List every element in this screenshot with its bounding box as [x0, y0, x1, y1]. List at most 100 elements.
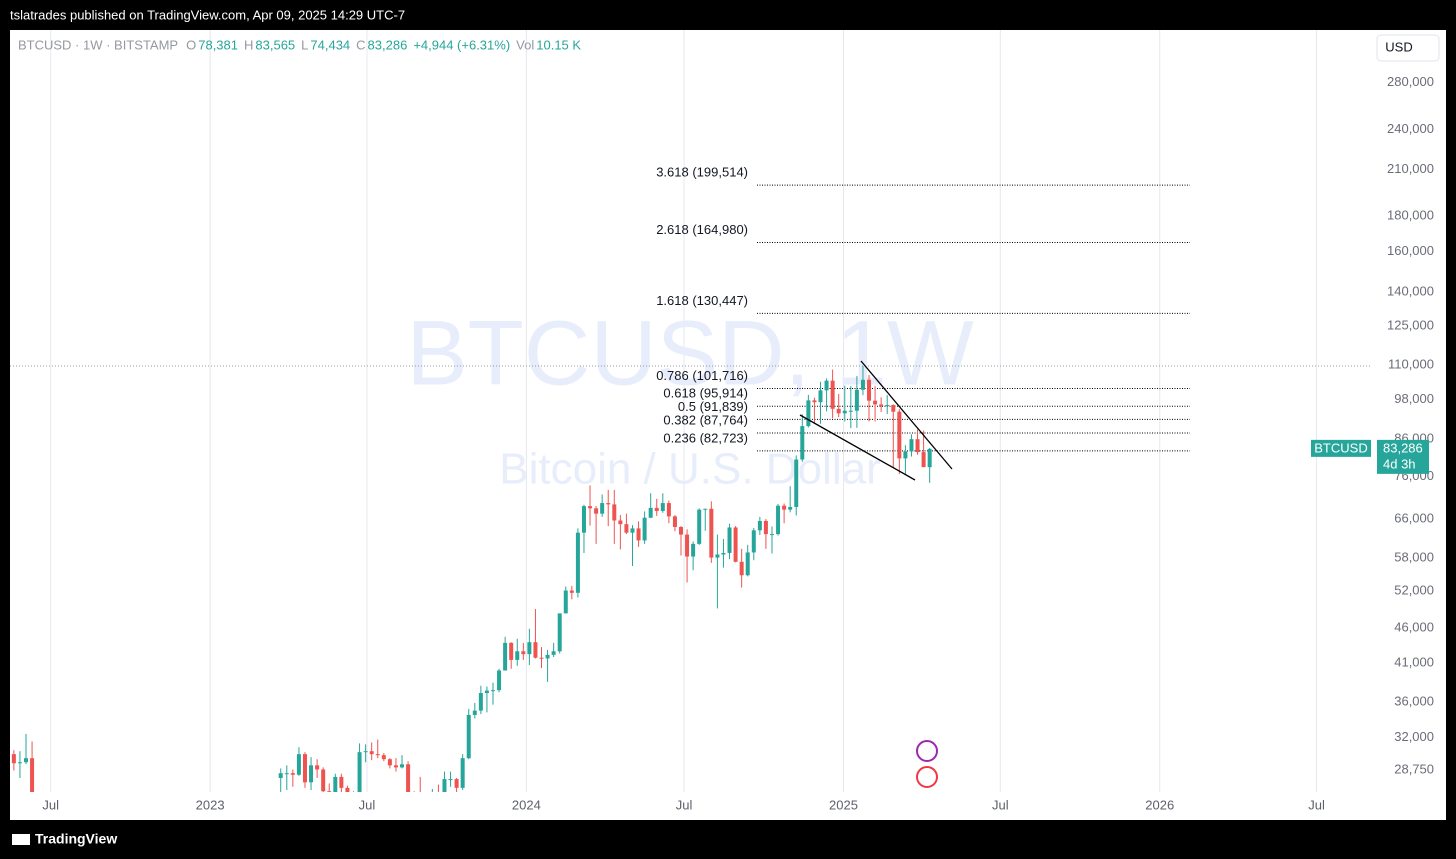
grid — [50, 30, 1318, 792]
candle-body — [806, 400, 811, 427]
candle-body — [357, 752, 362, 792]
candle-body — [867, 379, 872, 401]
candles — [11, 365, 932, 792]
legend-value: 83,565 — [255, 37, 295, 52]
watermark-description: Bitcoin / U.S. Dollar — [499, 445, 880, 494]
candle-body — [927, 448, 932, 468]
candle-body — [460, 758, 465, 788]
fib-label: 1.618 (130,447) — [656, 293, 748, 308]
candle-body — [333, 776, 338, 792]
price-tag-countdown: 4d 3h — [1383, 456, 1416, 471]
candle-body — [400, 764, 405, 768]
candle-body — [588, 506, 593, 509]
chart-area — [10, 30, 1446, 820]
candle-body — [594, 508, 599, 514]
candle-body — [315, 765, 320, 770]
candle-body — [709, 508, 714, 558]
candle-body — [636, 528, 641, 541]
candle-body — [290, 773, 295, 775]
y-tick-label: 46,000 — [1394, 620, 1434, 635]
fib-label: 0.382 (87,764) — [663, 412, 748, 427]
candle-body — [478, 693, 483, 711]
legend-title: BTCUSD · 1W · BITSTAMP — [18, 37, 178, 52]
candle-body — [442, 779, 447, 792]
candle-body — [879, 404, 884, 406]
candle-body — [769, 534, 774, 536]
legend-key: H — [244, 37, 253, 52]
candle-body — [685, 534, 690, 557]
candle-body — [369, 751, 374, 755]
candle-body — [660, 503, 665, 511]
y-tick-label: 58,000 — [1394, 550, 1434, 565]
candle-body — [302, 754, 307, 783]
candle-body — [23, 758, 28, 763]
y-tick-label: 52,000 — [1394, 583, 1434, 598]
candle-body — [581, 506, 586, 533]
footer-bar — [0, 820, 1456, 859]
candle-body — [776, 505, 781, 535]
brand-logo — [12, 834, 30, 845]
candle-body — [727, 527, 732, 553]
candle-body — [648, 507, 653, 518]
candle-body — [782, 505, 787, 510]
legend: BTCUSD · 1W · BITSTAMP O 78,381 H 83,565 L 74,… — [18, 37, 581, 52]
x-tick-label: 2025 — [829, 797, 858, 812]
legend-key: L — [301, 37, 308, 52]
y-tick-label: 180,000 — [1387, 208, 1434, 223]
trendline-lower — [799, 414, 916, 481]
candle-body — [921, 452, 926, 468]
x-tick-label: 2023 — [196, 797, 225, 812]
candle-body — [606, 503, 611, 505]
x-tick-label: Jul — [42, 797, 59, 812]
icon-events[interactable] — [916, 740, 938, 762]
candle-body — [715, 554, 720, 558]
brand: TradingView — [35, 831, 117, 847]
candle-body — [521, 651, 526, 655]
candle-body — [509, 642, 514, 660]
candle-body — [515, 651, 520, 660]
price-tag-value: 83,286 — [1383, 440, 1423, 455]
candle-body — [897, 411, 902, 459]
candle-body — [11, 754, 16, 764]
candle-body — [788, 506, 793, 510]
candle-body — [642, 517, 647, 541]
x-tick-label: Jul — [1308, 797, 1325, 812]
candle-body — [321, 769, 326, 792]
candle-body — [745, 552, 750, 576]
trendline-upper — [860, 360, 953, 470]
icon-economic[interactable] — [916, 766, 938, 788]
price-axis: 28,750 32,000 36,000 41,000 46,000 52,000 58,0… — [1311, 74, 1434, 776]
candle-body — [472, 710, 477, 715]
candle-body — [406, 764, 411, 792]
candle-body — [618, 520, 623, 525]
price-tag-symbol — [1311, 439, 1371, 457]
candle-body — [915, 439, 920, 453]
candle-body — [600, 503, 605, 514]
candle-body — [836, 408, 841, 414]
candle-body — [363, 751, 368, 753]
candle-body — [563, 590, 568, 614]
candle-body — [284, 773, 289, 775]
candle-body — [387, 759, 392, 766]
candle-body — [691, 543, 696, 557]
candle-body — [545, 654, 550, 659]
y-tick-label: 110,000 — [1388, 356, 1434, 371]
candle-body — [557, 613, 562, 652]
legend-key: O — [186, 37, 196, 52]
y-tick-label: 140,000 — [1387, 284, 1434, 299]
candle-body — [697, 509, 702, 544]
candle-body — [703, 508, 708, 510]
y-tick-label: 98,000 — [1394, 391, 1434, 406]
currency-button[interactable] — [1376, 34, 1440, 62]
candle-body — [490, 690, 495, 692]
candle-body — [454, 779, 459, 788]
price-tag — [1377, 439, 1429, 474]
legend-value: 83,286 — [368, 37, 408, 52]
watermark-symbol: BTCUSD, 1W — [406, 302, 974, 404]
candle-body — [800, 426, 805, 460]
candle-body — [733, 527, 738, 562]
candle-body — [551, 651, 556, 655]
candle-body — [393, 765, 398, 768]
